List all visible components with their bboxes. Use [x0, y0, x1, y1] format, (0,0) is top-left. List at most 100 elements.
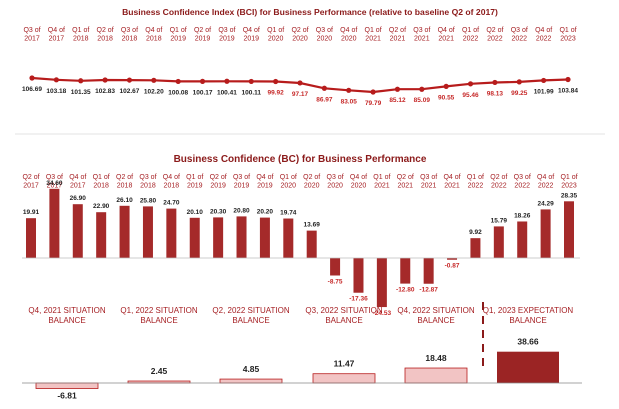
bc-value-label: 19.74 [280, 210, 297, 217]
balance-bar [312, 373, 376, 384]
balance-bar [35, 382, 99, 389]
bci-quarter-label: Q2 of 2020 [291, 27, 308, 43]
bc-value-label: 24.70 [163, 200, 180, 207]
bc-bar [96, 212, 107, 258]
bci-point [297, 80, 303, 86]
bci-quarter-label: Q2 of 2021 [389, 27, 406, 43]
bc-quarter-label: Q3 of 2019 [233, 174, 250, 190]
bc-quarter-label: Q2 of 2020 [303, 174, 320, 190]
bci-value-label: 99.92 [267, 90, 284, 97]
bci-value-label: 90.55 [438, 94, 455, 101]
bci-quarter-label: Q2 of 2019 [194, 27, 211, 43]
bci-point [467, 81, 474, 87]
bci-value-label: 100.17 [193, 89, 213, 96]
bci-point [199, 78, 206, 84]
bci-quarter-label: Q1 of 2021 [365, 27, 382, 43]
bci-quarter-label: Q1 of 2020 [267, 27, 284, 43]
bci-point [346, 87, 352, 93]
bc-quarter-labels: Q2 of 2017 Q3 of 2017 Q4 of 2017 Q1 of 2018 Q2 o… [22, 174, 577, 190]
balance-category-label: Q4, 2022 SITUATION BALANCE [397, 306, 474, 325]
bc-bar [306, 230, 317, 258]
bc-value-label: 22.90 [93, 203, 110, 210]
bc-value-label: 20.10 [187, 209, 204, 216]
bc-bar [49, 188, 60, 258]
bc-quarter-label: Q1 of 2021 [373, 174, 390, 190]
bc-bar [330, 258, 341, 276]
bc-bar-chart: Business Confidence (BC) for Business Pe… [22, 154, 580, 317]
bci-value-label: 79.79 [365, 100, 382, 107]
bc-value-label: -0.87 [445, 263, 460, 270]
bci-point [273, 78, 279, 85]
bci-quarter-label: Q2 of 2018 [97, 27, 114, 43]
bci-point [53, 77, 59, 83]
balance-value-label: 38.66 [517, 337, 539, 347]
bci-point [565, 76, 571, 83]
bc-bar [493, 226, 504, 258]
bci-value-label: 102.67 [120, 88, 140, 95]
bc-bar [119, 205, 130, 258]
balance-value-label: 2.45 [151, 366, 168, 376]
bc-bar [189, 217, 200, 258]
bc-quarter-label: Q2 of 2019 [210, 174, 227, 190]
bc-value-label: 13.69 [304, 222, 321, 229]
bci-point [151, 77, 157, 83]
bc-bar [400, 258, 411, 284]
balance-category-label: Q2, 2022 SITUATION BALANCE [212, 306, 289, 325]
bci-value-label: 106.69 [22, 86, 42, 93]
bci-point [516, 79, 522, 85]
bci-point [175, 78, 181, 85]
bci-quarter-label: Q3 of 2021 [413, 27, 430, 43]
bci-point [78, 78, 84, 84]
bc-value-label: -24.53 [373, 310, 392, 317]
bci-value-label: 98.13 [487, 90, 504, 97]
bci-quarter-label: Q1 of 2018 [72, 27, 89, 43]
bci-value-label: 101.35 [71, 89, 91, 96]
bci-point [29, 75, 35, 81]
balance-bar [404, 367, 468, 384]
bc-value-label: -12.87 [419, 287, 438, 294]
bc-value-label: 28.35 [561, 192, 578, 199]
bc-quarter-label: Q1 of 2019 [186, 174, 203, 190]
bc-value-label: 20.20 [257, 209, 274, 216]
bci-value-label: 100.41 [217, 89, 237, 96]
bci-quarter-label: Q3 of 2020 [316, 27, 333, 43]
bc-bar [376, 258, 387, 308]
bc-value-labels: 19.91 34.60 26.90 22.90 26.10 25.80 24.70 20.10… [23, 180, 578, 317]
bc-value-label: 15.79 [491, 217, 508, 224]
bci-point [443, 83, 449, 89]
bc-value-label: 26.10 [116, 197, 133, 204]
bci-value-label: 85.12 [389, 97, 406, 104]
bci-value-label: 97.17 [292, 91, 309, 98]
bc-bar [259, 217, 270, 258]
bci-quarter-label: Q4 of 2021 [438, 27, 455, 43]
bci-point [492, 79, 498, 86]
bci-quarter-label: Q3 of 2022 [511, 27, 528, 43]
bc-quarter-label: Q3 of 2022 [514, 174, 531, 190]
bc-quarter-label: Q3 of 2021 [420, 174, 437, 190]
bci-value-label: 102.20 [144, 88, 164, 95]
bci-quarter-label: Q4 of 2020 [340, 27, 357, 43]
bc-quarter-label: Q3 of 2018 [139, 174, 156, 190]
bc-bar [283, 218, 294, 258]
balance-bar [219, 378, 283, 384]
bci-point [224, 78, 230, 84]
bc-quarter-label: Q2 of 2021 [397, 174, 414, 190]
balance-category-labels: Q4, 2021 SITUATION BALANCE Q1, 2022 SITUAT… [28, 306, 573, 325]
bc-quarter-label: Q2 of 2018 [116, 174, 133, 190]
balance-category-label: Q4, 2021 SITUATION BALANCE [28, 306, 105, 325]
bc-value-label: 9.92 [469, 229, 482, 236]
balance-bar-chart: Q4, 2021 SITUATION BALANCE Q1, 2022 SITUAT… [22, 302, 582, 401]
bc-bar [166, 208, 177, 258]
bci-quarter-label: Q4 of 2017 [48, 27, 65, 43]
bc-value-label: 25.80 [140, 197, 157, 204]
balance-value-label: 11.47 [334, 359, 355, 369]
balance-bar [497, 351, 559, 383]
bci-value-label: 103.84 [558, 87, 578, 94]
bci-value-label: 86.97 [316, 96, 333, 103]
balance-category-label: Q3, 2022 SITUATION BALANCE [305, 306, 382, 325]
bc-value-label: -8.75 [328, 279, 343, 286]
bci-value-label: 99.25 [511, 90, 528, 97]
bc-value-label: 20.30 [210, 208, 227, 215]
bc-bar [564, 201, 574, 258]
